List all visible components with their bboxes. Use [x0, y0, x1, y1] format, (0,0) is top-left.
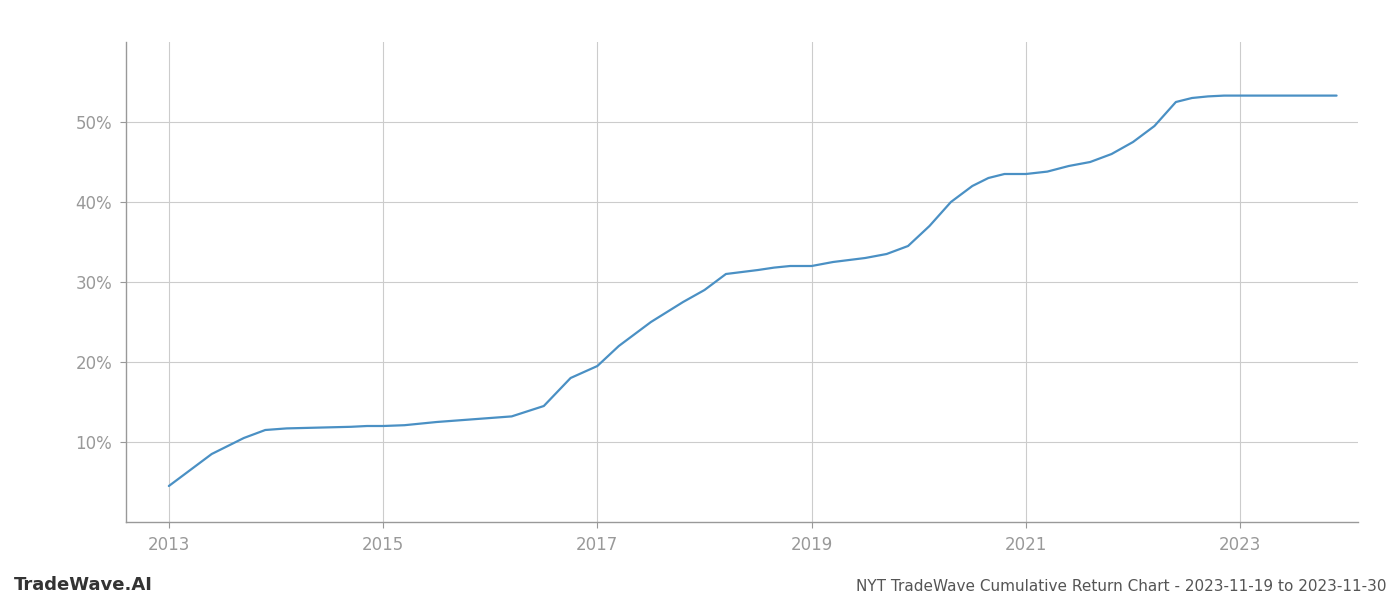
Text: TradeWave.AI: TradeWave.AI [14, 576, 153, 594]
Text: NYT TradeWave Cumulative Return Chart - 2023-11-19 to 2023-11-30: NYT TradeWave Cumulative Return Chart - … [855, 579, 1386, 594]
